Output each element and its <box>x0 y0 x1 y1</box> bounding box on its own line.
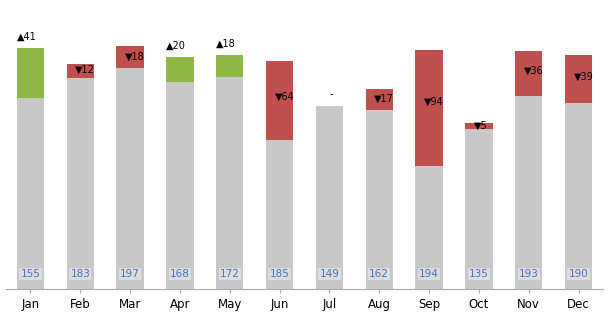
Bar <box>116 46 144 68</box>
Text: 149: 149 <box>320 269 339 279</box>
Bar <box>365 89 393 289</box>
Text: 193: 193 <box>519 269 538 279</box>
Text: 155: 155 <box>21 269 40 279</box>
Text: 172: 172 <box>220 269 240 279</box>
Bar <box>266 61 294 289</box>
Text: 185: 185 <box>270 269 289 279</box>
Bar <box>565 55 592 103</box>
Bar <box>415 50 443 166</box>
Bar <box>266 61 294 140</box>
Text: ▼18: ▼18 <box>125 51 145 61</box>
Bar <box>415 50 443 289</box>
Bar <box>166 57 194 82</box>
Text: ▼39: ▼39 <box>574 72 593 81</box>
Bar <box>465 123 493 129</box>
Text: 135: 135 <box>469 269 489 279</box>
Bar <box>166 57 194 289</box>
Text: ▼36: ▼36 <box>524 66 543 76</box>
Bar <box>116 46 144 289</box>
Text: 183: 183 <box>71 269 90 279</box>
Text: ▼94: ▼94 <box>424 97 444 107</box>
Bar <box>315 106 343 289</box>
Text: ▼5: ▼5 <box>474 120 488 131</box>
Bar <box>515 51 543 96</box>
Bar <box>17 48 44 98</box>
Bar <box>515 51 543 289</box>
Text: ▲20: ▲20 <box>166 41 186 51</box>
Text: 162: 162 <box>369 269 389 279</box>
Text: ▼64: ▼64 <box>275 92 294 102</box>
Bar <box>216 55 244 289</box>
Text: ▼17: ▼17 <box>375 94 394 104</box>
Text: 168: 168 <box>170 269 190 279</box>
Bar <box>17 48 44 289</box>
Text: ▲41: ▲41 <box>16 31 37 41</box>
Text: ▲18: ▲18 <box>216 39 236 49</box>
Bar <box>365 89 393 110</box>
Bar <box>66 64 94 78</box>
Bar <box>465 123 493 289</box>
Bar <box>66 64 94 289</box>
Text: 194: 194 <box>419 269 439 279</box>
Text: 197: 197 <box>120 269 140 279</box>
Text: 190: 190 <box>569 269 588 279</box>
Bar <box>216 55 244 77</box>
Text: ▼12: ▼12 <box>76 65 95 75</box>
Text: -: - <box>329 89 333 99</box>
Bar <box>565 55 592 289</box>
